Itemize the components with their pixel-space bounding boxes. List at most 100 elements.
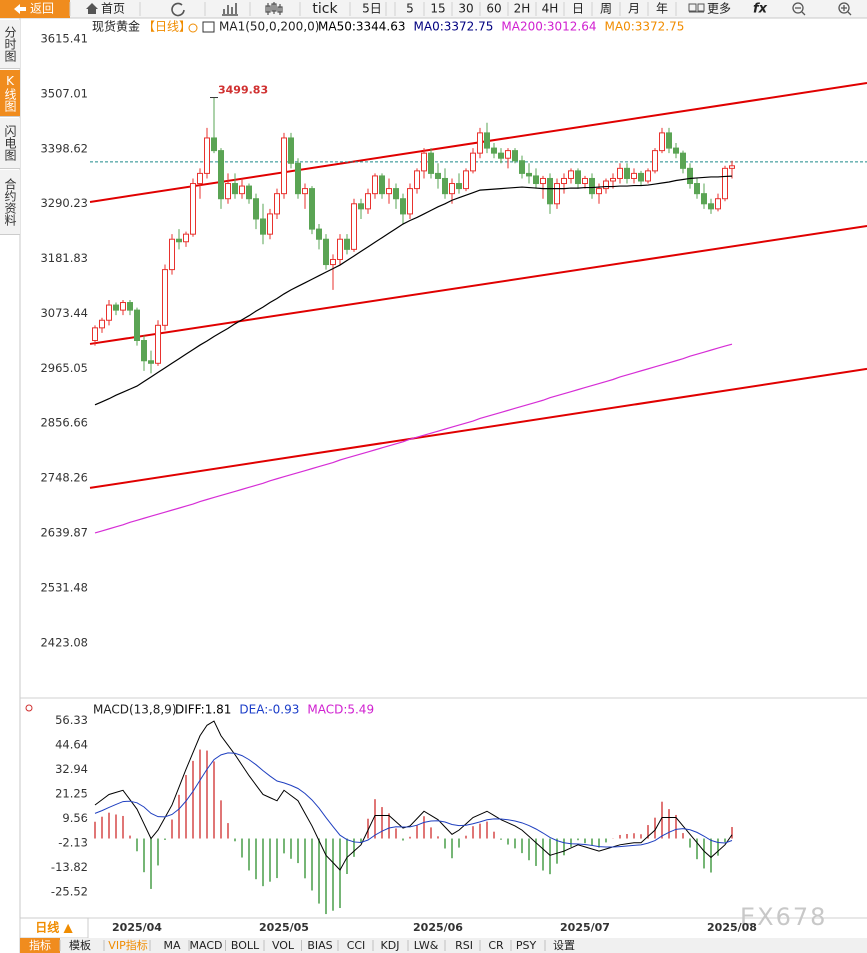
back-label[interactable]: 返回 [30,2,54,16]
candle-body [610,177,616,182]
bottom-tab[interactable]: RSI [455,939,473,952]
bottom-tab[interactable]: 设置 [553,939,575,952]
zoom-in[interactable] [838,2,850,14]
candle-body [113,304,119,311]
period-button[interactable]: 月 [628,2,640,16]
candle-body [519,160,525,174]
candle-body [673,147,679,154]
bottom-tab[interactable]: 模板 [69,938,91,952]
candle-body [456,183,462,190]
zoom-out[interactable] [792,2,804,14]
bottom-tab[interactable]: PSY [516,939,537,952]
period-button[interactable]: tick [312,1,338,17]
candle-body [190,183,196,235]
candle-body [148,360,154,364]
candle-body [365,193,371,210]
candle-body [274,193,280,215]
bottom-tab[interactable]: BOLL [231,939,260,952]
period-label[interactable]: 日线 ▲ [35,920,73,935]
macd-icon[interactable] [25,704,33,712]
candle-icon[interactable] [265,2,283,15]
x-tick-label: 2025/05 [259,921,309,934]
candle-body [631,172,637,179]
candle-body [197,172,203,185]
candle-body [358,203,364,210]
candle-body [176,238,182,243]
candle-body [624,167,630,179]
candle-body [547,177,553,205]
side-tab[interactable]: 合约资料 [0,170,20,235]
period-button[interactable]: 15 [430,2,445,16]
side-tab[interactable]: 分时图 [0,20,20,69]
candle-body [449,183,455,195]
period-button[interactable]: 5日 [362,2,382,16]
bottom-tab[interactable]: LW& [414,939,439,952]
period-button[interactable]: 年 [656,2,668,16]
bottom-tab[interactable]: CCI [347,939,366,952]
candle-body [687,167,693,185]
zoom-in-glyph [841,5,852,16]
candle-body [344,238,350,250]
candle-body [414,170,420,190]
candle-body [267,213,273,235]
ma-line [94,343,733,534]
bottom-tab[interactable]: 指标 [29,938,51,952]
period-button[interactable]: 日 [572,2,584,16]
more-label[interactable]: 更多 [707,2,731,16]
fx-button[interactable]: fx [753,2,768,17]
candle-body [407,188,413,215]
candle-body [680,152,686,169]
side-tab[interactable]: 闪电图 [0,118,20,169]
bottom-tab[interactable]: CR [488,939,504,952]
candle-body [596,188,602,195]
indicator-icon[interactable] [202,21,215,33]
bottom-tab[interactable]: VOL [272,939,295,952]
settings-dot[interactable] [188,23,198,33]
x-tick-label: 2025/07 [560,921,610,934]
candle-body [470,152,476,172]
period-button[interactable]: 60 [486,2,501,16]
candle-body [659,132,665,152]
bottom-tab[interactable]: BIAS [307,939,332,952]
candle-body [463,170,469,190]
candle-body [323,238,329,266]
back-button[interactable] [0,0,70,18]
period-button[interactable]: 30 [458,2,473,16]
candle-body [120,302,126,311]
candle-body [372,175,378,195]
candle-body [603,180,609,190]
period-button[interactable]: 周 [600,2,612,16]
candle-body [533,175,539,185]
watermark: EX678 [740,903,827,931]
period-button[interactable]: 4H [542,2,559,16]
home-label[interactable]: 首页 [101,2,125,16]
candle-body [211,137,217,152]
y-tick-label: 9.56 [62,811,88,825]
candle-body [512,150,518,162]
candle-body [155,324,161,364]
candle-body [337,238,343,260]
candle-body [428,152,434,174]
candle-body [568,170,574,179]
legend-entry: DEA:-0.93 [239,703,299,717]
candle-body [694,183,700,195]
period-button[interactable]: 2H [514,2,531,16]
period-button[interactable]: 5 [406,2,414,16]
candle-body [253,198,259,220]
chart-icon[interactable] [222,3,238,16]
bottom-tab[interactable]: MA [163,939,180,952]
bottom-tab[interactable]: VIP指标 [108,938,147,952]
home-icon [86,3,98,14]
candle-body [393,188,399,200]
bottom-tab[interactable]: KDJ [381,939,400,952]
side-tab[interactable]: K线图 [0,70,20,117]
candle-body [715,198,721,210]
refresh-icon[interactable] [171,2,185,17]
candle-body [134,309,140,342]
x-tick-label: 2025/08 [707,921,757,934]
candle-body [295,162,301,195]
candle-body [141,340,147,362]
macd-line [94,752,733,848]
y-tick-label: 3615.41 [40,32,88,46]
bottom-tab[interactable]: MACD [190,939,223,952]
